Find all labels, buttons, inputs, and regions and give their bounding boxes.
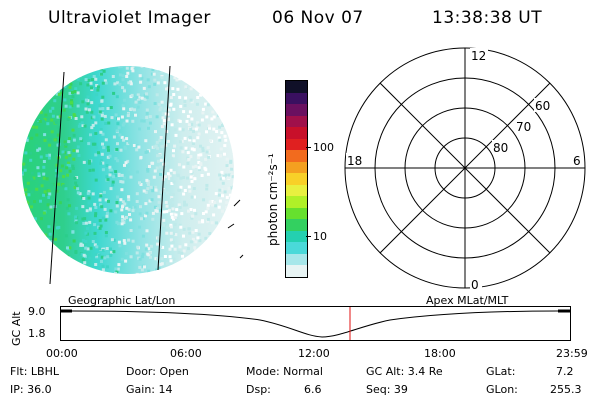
colorbar-segment: [286, 138, 307, 151]
colorbar-unit-wrapper: photon cm⁻²s⁻¹: [266, 153, 280, 247]
timeline-left-label: Geographic Lat/Lon: [68, 294, 176, 307]
uv-earth-image: [22, 65, 244, 285]
timeline-altitude-curve: [71, 310, 559, 338]
colorbar-segment: [286, 127, 307, 139]
timeline-xtick-1200: 12:00: [298, 347, 330, 360]
info-glon-label: GLon:: [486, 383, 518, 396]
colorbar-segment: [286, 265, 307, 277]
longitude-line-west: [49, 71, 65, 285]
info-gain: Gain: 14: [126, 383, 173, 396]
polar-ring-label-70: 70: [516, 120, 531, 134]
colorbar-tick-10: [306, 236, 311, 237]
polar-label-bg-6: [570, 153, 582, 167]
limb-tick: [227, 223, 235, 229]
timeline-xtick-1800: 18:00: [424, 347, 456, 360]
colorbar-segment: [286, 184, 307, 197]
polar-label-bg-80: [492, 140, 512, 154]
polar-label-6: 6: [573, 154, 581, 168]
info-mode: Mode: Normal: [246, 365, 323, 378]
info-ip: IP: 36.0: [10, 383, 52, 396]
timeline-ylabel-wrapper: GC Alt: [10, 311, 23, 347]
colorbar-segment: [286, 230, 307, 243]
timeline-ytick-9: 9.0: [28, 305, 46, 318]
colorbar-segment: [286, 173, 307, 185]
polar-label-bg-0: [470, 278, 482, 292]
polar-ring-label-60: 60: [535, 99, 550, 113]
colorbar-unit-label: photon cm⁻²s⁻¹: [266, 153, 280, 246]
polar-label-bg-70: [515, 119, 535, 133]
colorbar-segment: [286, 92, 307, 105]
colorbar-segment: [286, 161, 307, 174]
colorbar-segment: [286, 115, 307, 128]
colorbar-segment: [286, 207, 307, 220]
timeline-xtick-0000: 00:00: [46, 347, 78, 360]
info-seq: Seq: 39: [366, 383, 408, 396]
limb-tick: [233, 199, 241, 207]
polar-diagonal-2: [379, 82, 551, 254]
colorbar-tick-100: [306, 147, 311, 148]
polar-label-bg-12: [470, 48, 488, 62]
colorbar-segment: [286, 253, 307, 266]
info-door: Door: Open: [126, 365, 189, 378]
polar-label-0: 0: [471, 278, 479, 292]
info-gc-alt: GC Alt: 3.4 Re: [366, 365, 443, 378]
longitude-line-east: [157, 65, 171, 271]
colorbar-segment: [286, 80, 307, 93]
observation-date: 06 Nov 07: [272, 8, 364, 28]
polar-label-18: 18: [347, 154, 362, 168]
polar-label-12: 12: [471, 49, 486, 63]
info-dsp-value: 6.6: [304, 383, 322, 396]
polar-label-bg-60: [534, 98, 554, 112]
observation-time: 13:38:38 UT: [432, 8, 543, 28]
info-glat-label: GLat:: [486, 365, 516, 378]
intensity-colorbar: [285, 80, 308, 278]
colorbar-label-100: 100: [313, 141, 334, 154]
colorbar-segment: [286, 242, 307, 254]
colorbar-segment: [286, 150, 307, 162]
timeline-frame: [60, 306, 571, 341]
timeline-y-axis-label: GC Alt: [10, 311, 23, 346]
timeline-right-label: Apex MLat/MLT: [426, 294, 509, 307]
timeline-orbit-plot: [60, 306, 571, 341]
info-glon-value: 255.3: [550, 383, 582, 396]
info-glat-value: 7.2: [556, 365, 574, 378]
info-dsp-label: Dsp:: [246, 383, 271, 396]
colorbar-segment: [286, 219, 307, 231]
colorbar-label-10: 10: [313, 230, 327, 243]
polar-ring-label-80: 80: [493, 141, 508, 155]
colorbar-segment: [286, 196, 307, 208]
limb-tick: [239, 254, 244, 259]
info-filter: Flt: LBHL: [10, 365, 59, 378]
polar-label-bg-18: [346, 153, 366, 167]
polar-mlat-mlt-plot: 12 0 18 6 60 70 80: [344, 47, 586, 292]
timeline-xtick-0600: 06:00: [170, 347, 202, 360]
colorbar-segment: [286, 104, 307, 116]
instrument-title: Ultraviolet Imager: [48, 8, 211, 28]
timeline-ytick-1-8: 1.8: [28, 327, 46, 340]
timeline-xtick-2359: 23:59: [556, 347, 588, 360]
